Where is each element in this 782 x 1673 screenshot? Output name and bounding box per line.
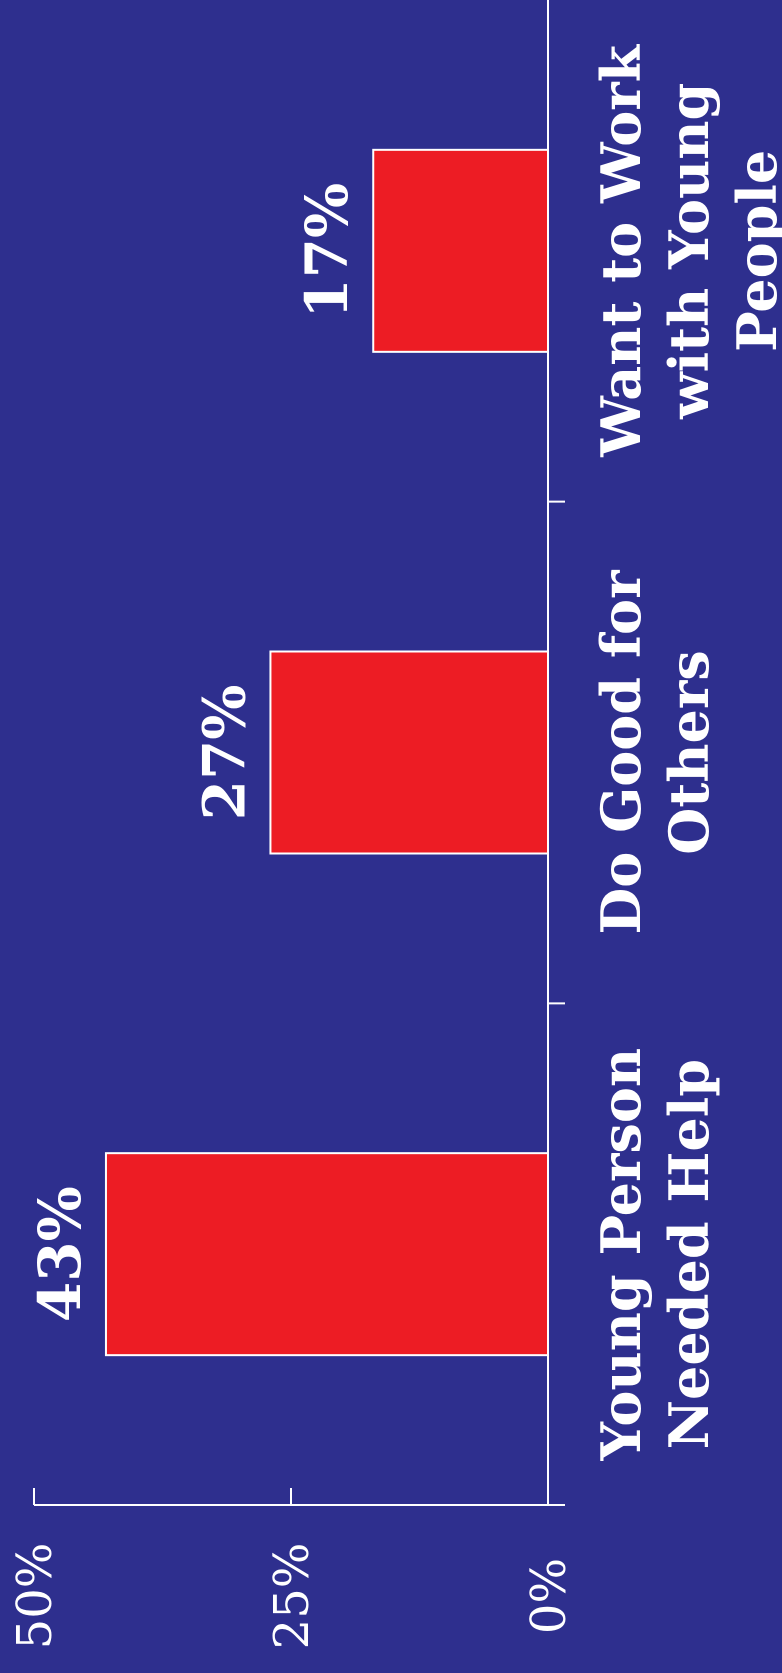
category-label: Others <box>657 650 721 854</box>
data-label: 17% <box>293 183 361 319</box>
category-label: Needed Help <box>657 1059 721 1449</box>
category-label: Want to Work <box>589 43 653 457</box>
bar <box>104 1152 550 1357</box>
bar <box>269 650 549 855</box>
y-tick-label: 25% <box>264 1543 320 1650</box>
data-label: 43% <box>26 1186 94 1322</box>
y-tick-label: 0% <box>521 1558 577 1634</box>
category-label: Young Person <box>589 1048 653 1462</box>
bar <box>372 148 549 353</box>
data-label: 27% <box>190 685 258 821</box>
category-label: People <box>725 150 782 352</box>
category-label: with Young <box>657 83 721 420</box>
category-label: Do Good for <box>589 570 653 935</box>
y-tick-label: 50% <box>7 1543 63 1650</box>
